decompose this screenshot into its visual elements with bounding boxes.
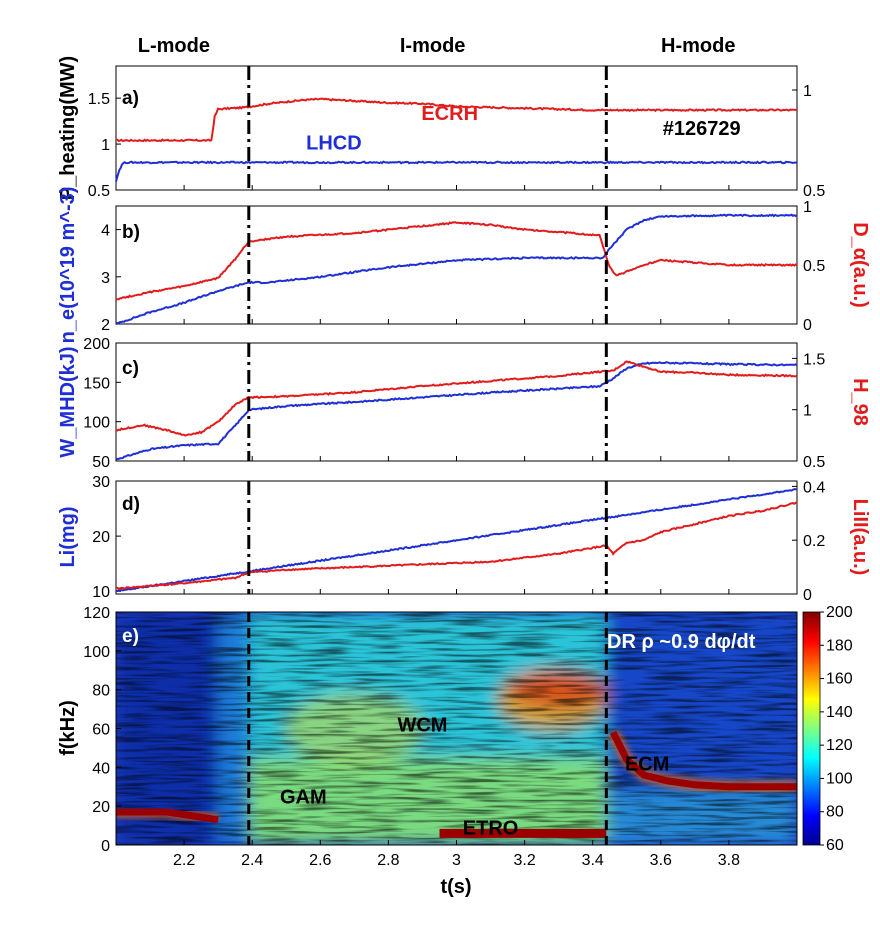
colorbar-tick-label-5: 160 xyxy=(826,671,853,688)
colorbar-tick-label-4: 140 xyxy=(826,704,853,721)
panel-a-label: a) xyxy=(122,88,139,109)
y-tick-right-label-p1-2: 1 xyxy=(803,199,812,216)
y-tick-label-p2-0: 50 xyxy=(92,454,110,471)
panel-b-ylabel: n_e(10^19 m^-3) xyxy=(57,187,79,344)
feature-line-ecm xyxy=(609,730,797,791)
colorbar-tick-label-1: 80 xyxy=(826,804,844,821)
panel-d-frame xyxy=(115,480,798,595)
x-tick-label-5: 3.2 xyxy=(513,852,535,869)
y-tick-label-p2-2: 150 xyxy=(83,375,110,392)
f-tick-label-3: 60 xyxy=(92,722,110,739)
series-wmhd-p2 xyxy=(115,361,798,461)
spec-annotation-2: ETRO xyxy=(463,818,519,840)
panel-d-label: d) xyxy=(122,494,140,515)
spec-annotation-4: DR ρ ~0.9 dφ/dt xyxy=(607,631,756,653)
y-tick-right-label-p3-1: 0.2 xyxy=(803,533,825,550)
spec-annotation-3: ECM xyxy=(625,753,669,775)
y-tick-right-label-p0-0: 0.5 xyxy=(803,183,825,200)
y-tick-right-label-p2-0: 0.5 xyxy=(803,454,825,471)
panel-b-label: b) xyxy=(122,222,140,243)
spec-annotation-1: GAM xyxy=(280,786,327,808)
mode-label-h: H-mode xyxy=(661,35,735,57)
spec-annotation-0: WCM xyxy=(397,715,447,737)
y-tick-label-p3-1: 20 xyxy=(92,529,110,546)
f-tick-label-0: 0 xyxy=(101,838,110,855)
mode-label-l: L-mode xyxy=(138,35,210,57)
series-lhcd-p0 xyxy=(115,160,798,182)
y-tick-label-p1-0: 2 xyxy=(101,317,110,334)
spectrogram-image xyxy=(116,612,797,845)
x-tick-label-8: 3.8 xyxy=(718,852,740,869)
y-tick-label-p3-2: 30 xyxy=(92,474,110,491)
x-axis-label: t(s) xyxy=(440,876,471,898)
f-tick-label-6: 120 xyxy=(83,605,110,622)
x-tick-label-0: 2.2 xyxy=(173,852,195,869)
x-tick-label-6: 3.4 xyxy=(582,852,604,869)
colorbar-tick-label-0: 60 xyxy=(826,837,844,854)
y-tick-right-label-p1-1: 0.5 xyxy=(803,258,825,275)
y-tick-right-label-p2-1: 1 xyxy=(803,403,812,420)
panel-c-label: c) xyxy=(122,358,139,379)
f-tick-label-2: 40 xyxy=(92,760,110,777)
panel-d-ylabel-right: LiII(a.u.) xyxy=(849,499,871,576)
feature-line-gam xyxy=(116,808,219,824)
y-tick-label-p1-2: 4 xyxy=(101,223,110,240)
annotation-p0-0: ECRH xyxy=(421,103,478,125)
f-tick-label-4: 80 xyxy=(92,683,110,700)
panel-e-ylabel: f(kHz) xyxy=(57,700,79,756)
y-tick-right-label-p0-1: 1 xyxy=(803,83,812,100)
annotation-p0-1: LHCD xyxy=(306,133,362,155)
y-tick-label-p2-1: 100 xyxy=(83,415,110,432)
colorbar xyxy=(802,611,821,846)
y-tick-label-p0-0: 0.5 xyxy=(88,183,110,200)
panel-a-ylabel: P_heating(MW) xyxy=(57,56,79,200)
series-li-p3 xyxy=(115,488,797,593)
colorbar-tick-label-2: 100 xyxy=(826,770,853,787)
y-tick-label-p0-1: 1 xyxy=(101,137,110,154)
y-tick-label-p2-3: 200 xyxy=(83,336,110,353)
panel-c-ylabel-right: H_98 xyxy=(849,378,871,426)
series-h98-p2 xyxy=(115,360,798,437)
annotation-p0-2: #126729 xyxy=(663,118,741,140)
x-tick-label-2: 2.6 xyxy=(309,852,331,869)
colorbar-tick-label-6: 180 xyxy=(826,637,853,654)
y-tick-label-p0-2: 1.5 xyxy=(88,91,110,108)
f-tick-label-5: 100 xyxy=(83,644,110,661)
panel-d-lithium: d) Li(mg) LiII(a.u.) xyxy=(57,480,871,595)
panel-e-spectrogram: e) f(kHz) xyxy=(57,611,821,846)
y-tick-right-label-p3-0: 0 xyxy=(803,587,812,604)
x-tick-label-4: 3 xyxy=(452,852,461,869)
panel-c-ylabel: W_MHD(kJ) xyxy=(57,346,79,457)
panel-b-ylabel-right: D_α(a.u.) xyxy=(849,222,871,308)
x-tick-label-7: 3.6 xyxy=(650,852,672,869)
f-tick-label-1: 20 xyxy=(92,799,110,816)
colorbar-tick-label-3: 120 xyxy=(826,737,853,754)
series-d-p1 xyxy=(115,221,798,301)
panel-c-energy-h98: c) W_MHD(kJ) H_98 xyxy=(57,342,871,462)
panel-e-label: e) xyxy=(122,626,139,647)
x-tick-label-1: 2.4 xyxy=(241,852,263,869)
mode-label-i: I-mode xyxy=(400,35,466,57)
y-tick-right-label-p1-0: 0 xyxy=(803,317,812,334)
y-tick-label-p3-0: 10 xyxy=(92,584,110,601)
y-tick-right-label-p2-2: 1.5 xyxy=(803,351,825,368)
spec-noise xyxy=(116,612,797,845)
series-ne-p1 xyxy=(115,213,798,326)
x-tick-label-3: 2.8 xyxy=(377,852,399,869)
series-ecrh-p0 xyxy=(116,97,798,143)
y-tick-label-p1-1: 3 xyxy=(101,270,110,287)
series-liii-p3 xyxy=(115,501,798,591)
y-tick-right-label-p3-2: 0.4 xyxy=(803,479,825,496)
colorbar-tick-label-7: 200 xyxy=(826,604,853,621)
panel-d-ylabel: Li(mg) xyxy=(57,506,79,567)
